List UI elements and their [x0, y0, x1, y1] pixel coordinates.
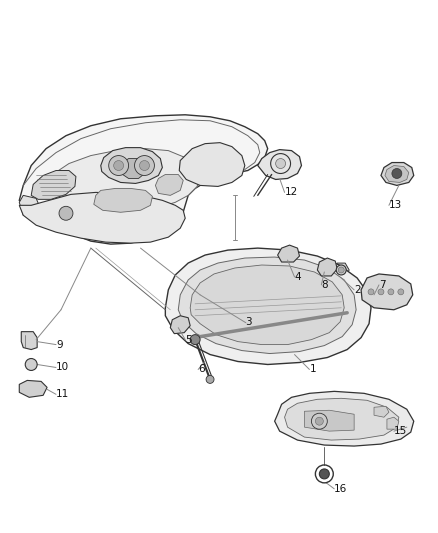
- Text: 6: 6: [198, 365, 205, 375]
- Polygon shape: [170, 316, 190, 334]
- Text: 7: 7: [379, 280, 385, 290]
- Polygon shape: [333, 263, 349, 277]
- Text: 10: 10: [56, 362, 69, 373]
- Text: 2: 2: [354, 285, 361, 295]
- Polygon shape: [304, 410, 354, 431]
- Circle shape: [398, 289, 404, 295]
- Polygon shape: [19, 115, 268, 244]
- Text: 16: 16: [334, 484, 347, 494]
- Circle shape: [109, 156, 129, 175]
- Circle shape: [392, 168, 402, 179]
- Polygon shape: [275, 391, 414, 446]
- Circle shape: [276, 158, 286, 168]
- Circle shape: [315, 417, 323, 425]
- Circle shape: [190, 335, 200, 345]
- Polygon shape: [361, 274, 413, 310]
- Circle shape: [140, 160, 149, 171]
- Text: 3: 3: [245, 317, 251, 327]
- Polygon shape: [94, 188, 152, 212]
- Text: 9: 9: [56, 340, 63, 350]
- Text: 15: 15: [394, 426, 407, 436]
- Polygon shape: [31, 171, 76, 199]
- Polygon shape: [51, 200, 81, 224]
- Polygon shape: [101, 148, 162, 183]
- Circle shape: [388, 289, 394, 295]
- Circle shape: [134, 156, 155, 175]
- Text: 5: 5: [185, 335, 192, 345]
- Circle shape: [311, 413, 327, 429]
- Circle shape: [338, 267, 344, 273]
- Polygon shape: [285, 398, 399, 440]
- Text: 4: 4: [294, 272, 301, 282]
- Circle shape: [206, 375, 214, 383]
- Polygon shape: [19, 381, 47, 397]
- Polygon shape: [155, 174, 183, 196]
- Text: 1: 1: [309, 365, 316, 375]
- Polygon shape: [165, 248, 371, 365]
- Circle shape: [114, 160, 124, 171]
- Text: 11: 11: [56, 389, 69, 399]
- Polygon shape: [36, 149, 200, 212]
- Text: 8: 8: [321, 280, 328, 290]
- Circle shape: [368, 289, 374, 295]
- Polygon shape: [381, 163, 414, 185]
- Circle shape: [336, 265, 346, 275]
- Polygon shape: [123, 158, 144, 179]
- Circle shape: [25, 359, 37, 370]
- Polygon shape: [178, 257, 356, 353]
- Text: 12: 12: [285, 188, 298, 197]
- Polygon shape: [387, 417, 399, 429]
- Circle shape: [378, 289, 384, 295]
- Polygon shape: [19, 196, 41, 218]
- Polygon shape: [258, 150, 301, 180]
- Circle shape: [59, 206, 73, 220]
- Polygon shape: [190, 265, 344, 345]
- Polygon shape: [21, 332, 37, 350]
- Polygon shape: [179, 143, 245, 187]
- Polygon shape: [385, 166, 409, 182]
- Polygon shape: [318, 258, 337, 276]
- Circle shape: [319, 469, 329, 479]
- Polygon shape: [19, 192, 185, 243]
- Polygon shape: [278, 245, 300, 262]
- Text: 13: 13: [389, 200, 402, 211]
- Polygon shape: [374, 406, 389, 417]
